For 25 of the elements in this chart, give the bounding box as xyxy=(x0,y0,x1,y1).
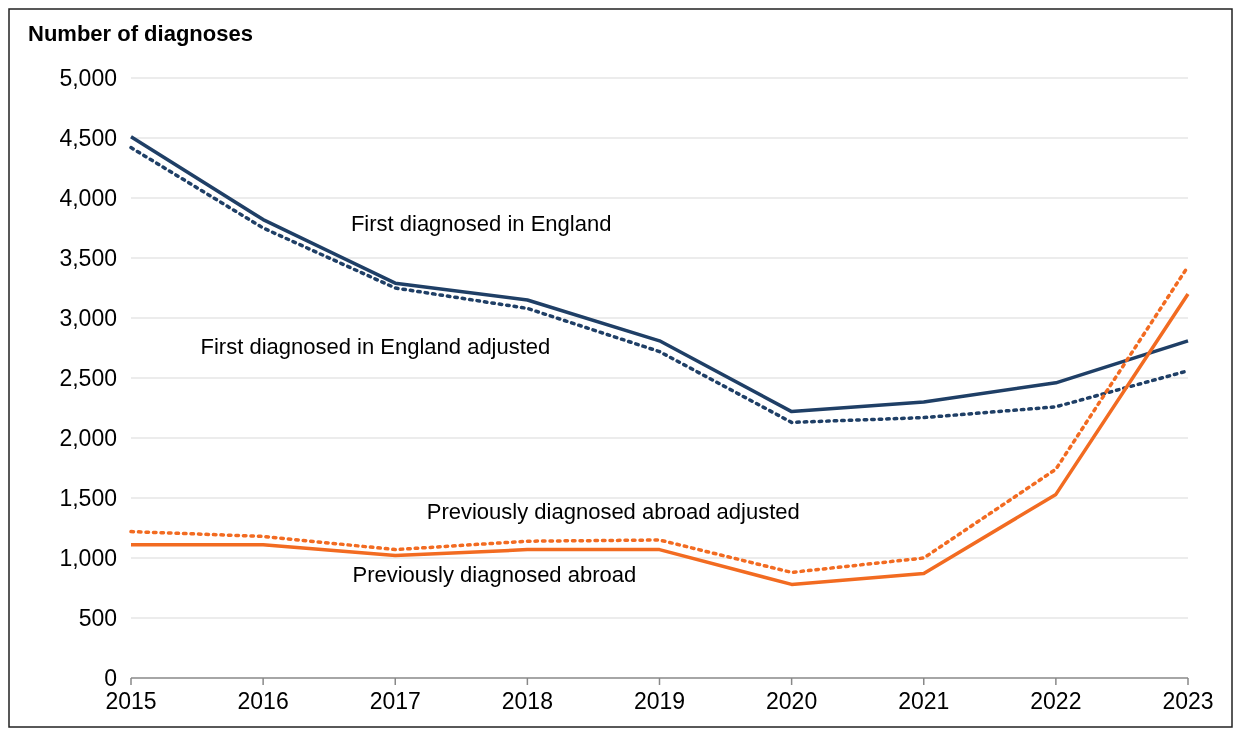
y-tick-label: 2,000 xyxy=(59,425,117,451)
x-tick-label: 2017 xyxy=(369,688,421,714)
y-tick-label: 4,500 xyxy=(59,125,117,151)
y-tick-label: 1,500 xyxy=(59,485,117,511)
x-tick-label: 2019 xyxy=(633,688,686,714)
y-tick-label: 3,000 xyxy=(59,305,117,331)
y-tick-label: 3,500 xyxy=(59,245,117,271)
x-tick-label: 2023 xyxy=(1162,688,1214,714)
x-tick-label: 2021 xyxy=(898,688,950,714)
y-axis-title: Number of diagnoses xyxy=(28,21,253,46)
x-tick-label: 2016 xyxy=(237,688,289,714)
y-tick-label: 2,500 xyxy=(59,365,117,391)
x-tick-label: 2018 xyxy=(501,688,553,714)
series-label: Previously diagnosed abroad adjusted xyxy=(426,499,800,524)
y-tick-label: 5,000 xyxy=(59,65,117,91)
series-label: Previously diagnosed abroad xyxy=(352,562,637,587)
y-tick-label: 0 xyxy=(104,665,117,691)
series-label: First diagnosed in England xyxy=(350,211,612,236)
x-tick-label: 2020 xyxy=(766,688,818,714)
y-tick-label: 500 xyxy=(78,605,117,631)
series-label: First diagnosed in England adjusted xyxy=(200,334,551,359)
x-tick-label: 2022 xyxy=(1030,688,1082,714)
x-tick-label: 2015 xyxy=(105,688,157,714)
y-tick-label: 1,000 xyxy=(59,545,117,571)
y-tick-label: 4,000 xyxy=(59,185,117,211)
